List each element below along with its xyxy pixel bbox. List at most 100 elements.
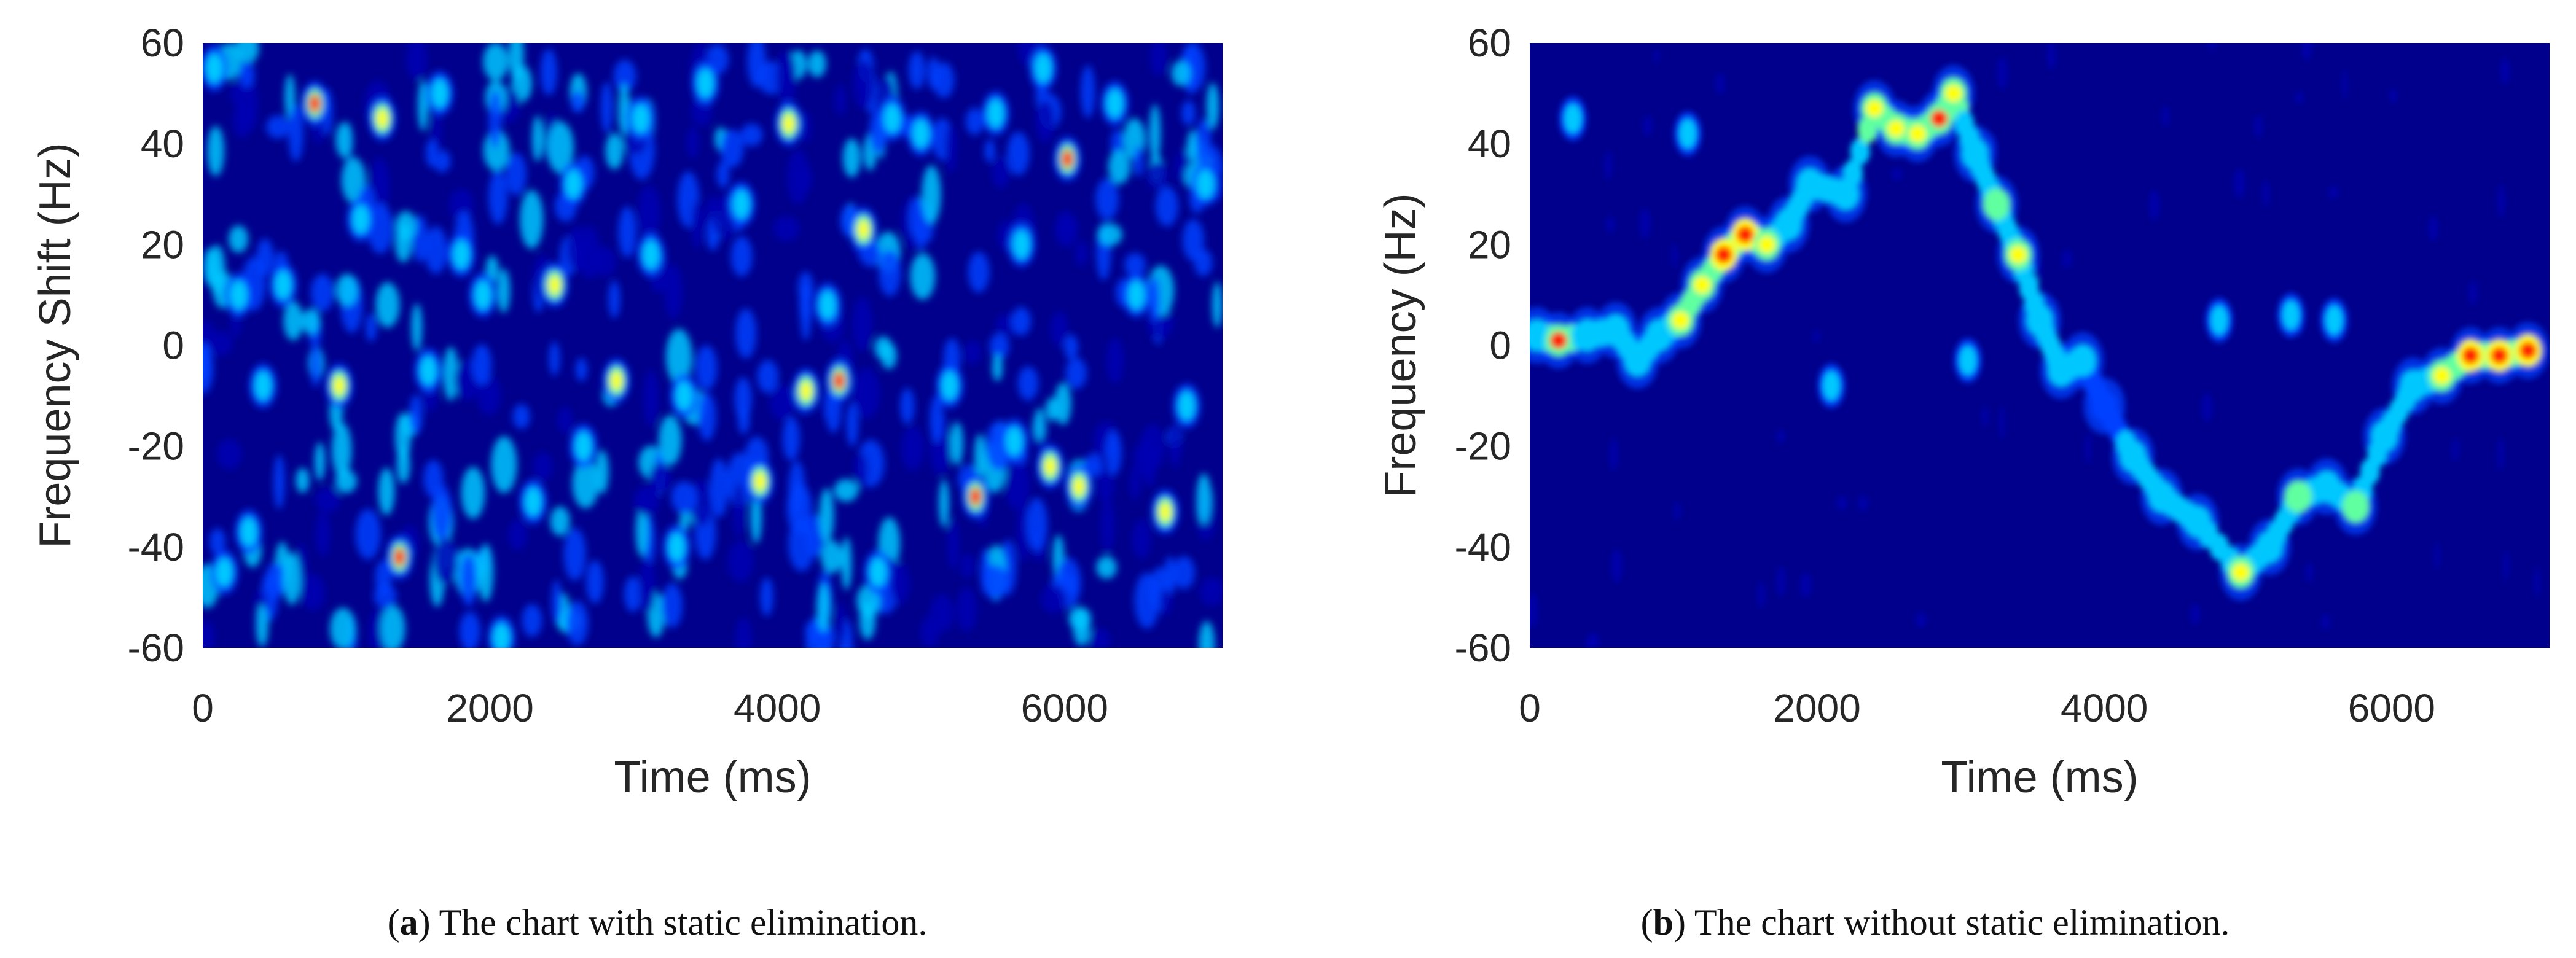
chart-a-noise-mark (968, 252, 990, 293)
chart-a-noise-mark (509, 43, 524, 81)
chart-a-noise-mark (853, 297, 872, 352)
chart-a-blob (254, 371, 272, 401)
chart-a-noise-mark (378, 468, 395, 515)
chart-a-noise-mark (497, 268, 511, 313)
chart-a-noise-mark (571, 90, 585, 113)
chart-a-heatmap (203, 43, 1223, 648)
chart-a-noise-mark (283, 552, 301, 605)
chart-a-noise-mark (658, 415, 682, 466)
chart-a-noise-mark (735, 308, 757, 359)
chart-b-trace-segment (1850, 138, 1870, 165)
chart-a-noise-mark (315, 512, 330, 556)
chart-b-trace-point (2256, 531, 2284, 563)
chart-a-noise-mark (909, 197, 926, 240)
chart-a-noise-mark (203, 342, 214, 394)
chart-a-noise-mark (1081, 65, 1095, 119)
chart-a: 60 40 20 0 -20 -40 -60 0 2000 4000 6000 Time (ms)… (31, 21, 1223, 802)
chart-a-noise-mark (208, 244, 225, 295)
chart-a-noise-mark (1055, 212, 1078, 247)
chart-a-blob-core (549, 276, 560, 294)
chart-a-noise-mark (207, 126, 225, 176)
chart-b-noise-mark (1715, 72, 1725, 95)
chart-b-noise-mark (1604, 150, 1612, 181)
chart-a-noise-mark (1005, 459, 1030, 510)
chart-b-trace-point (1796, 168, 1823, 200)
chart-b-heatmap (1530, 43, 2549, 648)
chart-a-noise-mark (608, 280, 621, 318)
chart-a-noise-mark (788, 516, 815, 572)
chart-a-blob (642, 240, 660, 270)
chart-b-noise-mark (2497, 437, 2504, 471)
chart-a-noise-mark (1124, 253, 1146, 278)
chart-a-blob-core (833, 371, 845, 390)
chart-a-noise-mark (835, 84, 846, 116)
chart-a-noise-mark (800, 284, 812, 341)
chart-b-trace-peak (1930, 110, 1948, 128)
chart-a-blob-core (611, 371, 622, 390)
chart-a-noise-mark (483, 43, 509, 81)
chart-a-noise-mark (643, 370, 658, 427)
chart-a-noise-mark (686, 126, 699, 159)
chart-a-noise-mark (992, 156, 1011, 189)
chart-b-trace-point (1624, 345, 1651, 377)
chart-b-noise-mark (2047, 43, 2056, 70)
chart-a-noise-mark (605, 133, 624, 169)
chart-a-noise-mark (335, 122, 353, 158)
chart-a-noise-mark (695, 345, 718, 391)
chart-b-noise-mark (2503, 549, 2510, 582)
chart-a-noise-mark (233, 101, 252, 138)
chart-b-noise-mark (2389, 88, 2397, 104)
chart-a-noise-mark (738, 407, 750, 435)
chart-b-noise-mark (1997, 56, 2008, 90)
chart-a-noise-mark (1182, 219, 1204, 261)
chart-a-y-axis-label: Frequency Shift (Hz) (31, 142, 80, 548)
chart-b-trace-point (1573, 319, 1601, 352)
chart-b-trace-peak (2232, 563, 2250, 581)
chart-b-y-axis-label: Frequency (Hz) (1376, 193, 1425, 497)
chart-a-noise-mark (665, 329, 692, 385)
caption-a-close: ) (418, 902, 439, 943)
chart-b-trace-peak (2009, 246, 2027, 263)
chart-a-noise-mark (409, 394, 423, 435)
chart-a-noise-mark (648, 463, 671, 493)
chart-b-trace-peak (2491, 346, 2508, 364)
chart-b-noise-mark (2328, 185, 2339, 199)
chart-a-blob (883, 104, 901, 134)
chart-a-blob (1012, 230, 1030, 260)
chart-a-noise-mark (992, 353, 1003, 381)
chart-a-noise-mark (1150, 43, 1167, 76)
chart-b-blob (1564, 104, 1582, 134)
caption-a-letter: a (399, 902, 418, 943)
chart-a-noise-mark (395, 211, 417, 241)
chart-a-noise-mark (1063, 335, 1078, 360)
chart-a-noise-mark (600, 82, 613, 133)
chart-b-y-tick: 20 (1468, 222, 1511, 267)
chart-a-noise-mark (842, 138, 861, 177)
chart-a-noise-mark (585, 560, 605, 604)
chart-a-noise-mark (230, 81, 245, 106)
chart-a-noise-mark (939, 479, 950, 528)
chart-a-y-tick-labels: 60 40 20 0 -20 -40 -60 (128, 21, 185, 670)
chart-a-x-axis-label: Time (ms) (614, 753, 811, 802)
chart-a-noise-mark (203, 621, 215, 648)
chart-b-noise-mark (2534, 567, 2540, 597)
chart-a-noise-mark (834, 479, 859, 502)
caption-b-open: ( (1640, 902, 1653, 943)
chart-a-noise-mark (508, 519, 527, 550)
chart-b-trace-point (2342, 491, 2370, 523)
chart-b-y-tick: 40 (1468, 122, 1511, 166)
chart-a-blob-core (800, 381, 812, 400)
chart-a-noise-mark (472, 344, 492, 386)
chart-a-noise-mark (478, 543, 494, 602)
chart-a-noise-mark (1186, 130, 1199, 162)
chart-a-noise-mark (264, 562, 287, 599)
chart-b-trace-point (2184, 505, 2212, 538)
chart-a-noise-mark (460, 554, 477, 606)
chart-a-noise-mark (963, 340, 982, 364)
chart-a-noise-mark (933, 62, 955, 98)
chart-a-noise-mark (1155, 186, 1178, 227)
chart-a-noise-mark (369, 157, 390, 216)
chart-a-blob-core (1073, 477, 1085, 496)
chart-b-noise-mark (2062, 249, 2072, 268)
